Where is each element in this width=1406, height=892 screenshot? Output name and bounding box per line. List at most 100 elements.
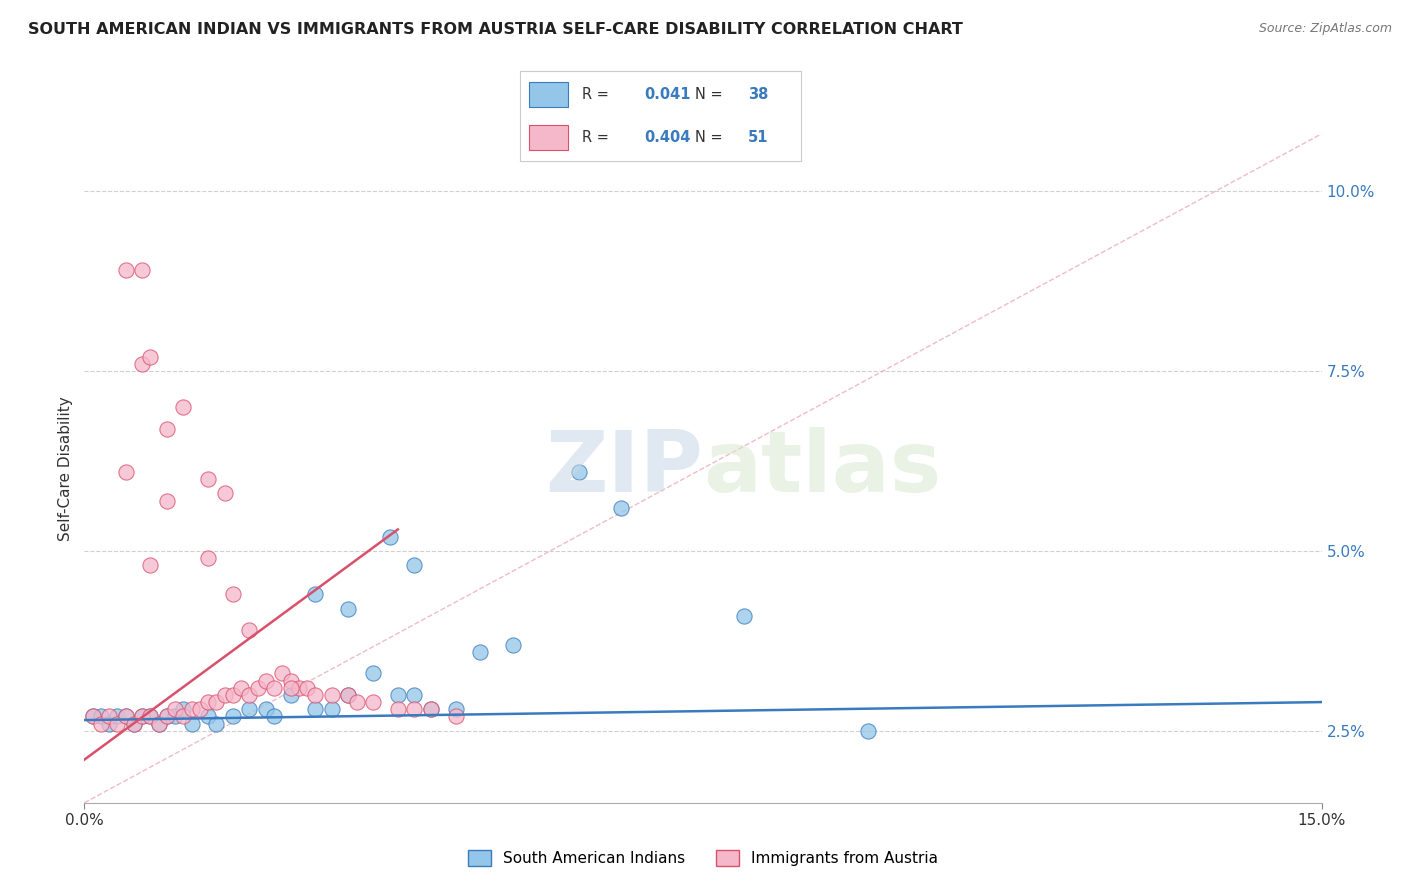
Point xyxy=(131,709,153,723)
Text: 51: 51 xyxy=(748,130,769,145)
Point xyxy=(156,709,179,723)
Text: R =: R = xyxy=(582,87,613,102)
Point xyxy=(404,702,426,716)
Point xyxy=(361,666,384,681)
Point xyxy=(609,500,631,515)
Text: SOUTH AMERICAN INDIAN VS IMMIGRANTS FROM AUSTRIA SELF-CARE DISABILITY CORRELATIO: SOUTH AMERICAN INDIAN VS IMMIGRANTS FROM… xyxy=(28,22,963,37)
Point xyxy=(105,716,128,731)
Point xyxy=(280,681,302,695)
Point xyxy=(114,263,136,277)
Point xyxy=(188,702,211,716)
Text: ZIP: ZIP xyxy=(546,426,703,510)
Point xyxy=(321,688,343,702)
Point xyxy=(98,709,121,723)
Point xyxy=(444,702,467,716)
Point xyxy=(165,709,187,723)
Point xyxy=(122,716,145,731)
Point xyxy=(98,716,121,731)
Point xyxy=(148,716,170,731)
Legend: South American Indians, Immigrants from Austria: South American Indians, Immigrants from … xyxy=(463,844,943,872)
Point xyxy=(139,558,162,573)
Point xyxy=(156,422,179,436)
Text: N =: N = xyxy=(695,130,727,145)
Y-axis label: Self-Care Disability: Self-Care Disability xyxy=(58,396,73,541)
Point xyxy=(404,558,426,573)
Text: Source: ZipAtlas.com: Source: ZipAtlas.com xyxy=(1258,22,1392,36)
Point xyxy=(222,709,245,723)
Point xyxy=(197,472,219,486)
Point xyxy=(502,638,524,652)
Point xyxy=(229,681,252,695)
Point xyxy=(105,709,128,723)
Text: atlas: atlas xyxy=(703,426,941,510)
Point xyxy=(295,681,318,695)
Point xyxy=(139,350,162,364)
Point xyxy=(238,623,260,637)
Point xyxy=(222,688,245,702)
Point xyxy=(197,709,219,723)
Point xyxy=(131,263,153,277)
Point xyxy=(139,709,162,723)
Point xyxy=(304,587,326,601)
Point xyxy=(280,673,302,688)
Point xyxy=(82,709,104,723)
Bar xyxy=(529,82,568,107)
Point xyxy=(246,681,269,695)
Text: N =: N = xyxy=(695,87,727,102)
Point xyxy=(156,709,179,723)
Point xyxy=(148,716,170,731)
Point xyxy=(419,702,441,716)
Point xyxy=(263,681,285,695)
Point xyxy=(856,723,879,738)
Point xyxy=(378,530,401,544)
Point xyxy=(568,465,591,479)
Point xyxy=(238,688,260,702)
Point xyxy=(254,673,277,688)
Point xyxy=(172,709,194,723)
Point xyxy=(114,465,136,479)
Point xyxy=(387,688,409,702)
Point xyxy=(444,709,467,723)
Point xyxy=(263,709,285,723)
Point xyxy=(337,601,360,615)
Point xyxy=(156,493,179,508)
Text: 0.041: 0.041 xyxy=(644,87,690,102)
Text: 38: 38 xyxy=(748,87,768,102)
Point xyxy=(131,357,153,371)
Text: R =: R = xyxy=(582,130,613,145)
Point xyxy=(165,702,187,716)
Point xyxy=(114,709,136,723)
Point xyxy=(197,695,219,709)
Point xyxy=(337,688,360,702)
Point xyxy=(131,709,153,723)
Point xyxy=(90,709,112,723)
Point xyxy=(280,688,302,702)
Point xyxy=(321,702,343,716)
Point xyxy=(404,688,426,702)
Point xyxy=(254,702,277,716)
Point xyxy=(222,587,245,601)
Point xyxy=(172,702,194,716)
Point xyxy=(205,695,228,709)
Point xyxy=(205,716,228,731)
Bar xyxy=(529,125,568,150)
Point xyxy=(180,716,202,731)
Point xyxy=(361,695,384,709)
Point xyxy=(122,716,145,731)
Point xyxy=(90,716,112,731)
Point xyxy=(288,681,311,695)
Point xyxy=(304,702,326,716)
Point xyxy=(82,709,104,723)
Point xyxy=(271,666,294,681)
Point xyxy=(337,688,360,702)
Point xyxy=(470,645,492,659)
Point xyxy=(387,702,409,716)
Point xyxy=(214,688,236,702)
Point xyxy=(180,702,202,716)
Point xyxy=(419,702,441,716)
Point xyxy=(304,688,326,702)
Point xyxy=(346,695,368,709)
Point xyxy=(238,702,260,716)
Point xyxy=(214,486,236,500)
Point xyxy=(733,608,755,623)
